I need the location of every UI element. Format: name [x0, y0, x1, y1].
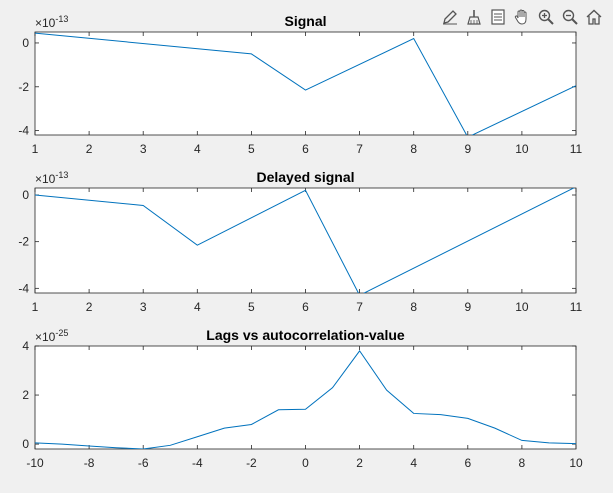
y-tick-label: 0	[22, 188, 29, 202]
x-tick-label: 8	[519, 456, 526, 470]
x-tick-label: 0	[302, 456, 309, 470]
axes-box	[34, 187, 577, 294]
exponent-power: -13	[55, 170, 68, 180]
zoom-out-icon[interactable]	[559, 6, 581, 28]
x-tick-label: 6	[302, 142, 309, 156]
x-tick-label: 1	[32, 142, 39, 156]
y-tick-label: 0	[22, 36, 29, 50]
y-tick-label: -4	[18, 281, 29, 295]
legend-icon[interactable]	[487, 6, 509, 28]
y-tick-label: -2	[18, 235, 29, 249]
x-tick-label: 5	[248, 300, 255, 314]
y-tick-label: 4	[22, 339, 29, 353]
subplot-3: -10 -8 -6 -4 -2 0 2 4 6 8 10 0 2 4 ×10-25 Lags vs autoc…	[22, 327, 583, 470]
y-tick-label: -4	[18, 124, 29, 138]
x-tick-label: 2	[86, 142, 93, 156]
x-tick-label: 8	[410, 142, 417, 156]
x-tick-label: 9	[464, 300, 471, 314]
series-line	[35, 32, 576, 135]
y-tick-label: 0	[22, 437, 29, 451]
x-tick-label: 4	[410, 456, 417, 470]
axes-box	[34, 345, 577, 450]
zoom-in-icon[interactable]	[535, 6, 557, 28]
y-tick-label: -2	[18, 80, 29, 94]
x-tick-label: 3	[140, 142, 147, 156]
x-tick-label: 11	[570, 300, 583, 314]
x-tick-label: 10	[515, 142, 529, 156]
x-tick-label: -6	[138, 456, 149, 470]
chart-title: Delayed signal	[256, 169, 354, 185]
x-tick-label: 7	[356, 142, 363, 156]
chart-title: Signal	[284, 13, 326, 29]
subplot-1: 1 2 3 4 5 6 7 8 9 10 11 0 -2 -4 ×10-13 Signal	[18, 13, 582, 156]
x-tick-label: 4	[194, 142, 201, 156]
x-tick-label: 2	[86, 300, 93, 314]
x-tick-label: 6	[464, 456, 471, 470]
exponent-label: ×10-13	[35, 14, 68, 30]
x-tick-label: 4	[194, 300, 201, 314]
y-tick-label: 2	[22, 388, 29, 402]
x-tick-label: 1	[32, 300, 39, 314]
x-tick-label: -10	[26, 456, 44, 470]
pan-hand-icon[interactable]	[511, 6, 533, 28]
x-tick-label: 2	[356, 456, 363, 470]
series-line	[35, 188, 575, 293]
x-tick-label: 7	[356, 300, 363, 314]
axes-box	[34, 31, 577, 136]
exponent-label: ×10-25	[35, 328, 68, 344]
subplot-2: 1 2 3 4 5 6 7 8 9 10 11 0 -2 -4 ×10-13 Delayed signal	[18, 169, 582, 314]
x-tick-label: 9	[464, 142, 471, 156]
x-tick-label: 10	[515, 300, 529, 314]
x-tick-label: -8	[84, 456, 95, 470]
x-tick-label: 6	[302, 300, 309, 314]
x-tick-label: 8	[410, 300, 417, 314]
x-tick-label: 10	[569, 456, 583, 470]
edit-icon[interactable]	[439, 6, 461, 28]
exponent-label: ×10-13	[35, 170, 68, 186]
x-tick-label: 5	[248, 142, 255, 156]
brush-icon[interactable]	[463, 6, 485, 28]
exponent-power: -25	[55, 328, 68, 338]
home-icon[interactable]	[583, 6, 605, 28]
x-tick-label: 11	[570, 142, 583, 156]
x-tick-label: 3	[140, 300, 147, 314]
x-tick-label: -2	[246, 456, 257, 470]
chart-title: Lags vs autocorrelation-value	[206, 327, 405, 343]
x-tick-label: -4	[192, 456, 203, 470]
figure-toolbar	[439, 4, 605, 30]
exponent-power: -13	[55, 14, 68, 24]
